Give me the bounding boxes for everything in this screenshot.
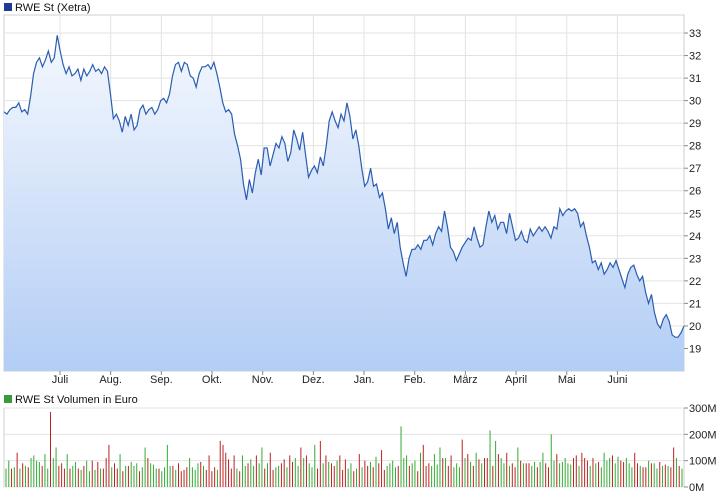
price-x-tick-label: Juli xyxy=(52,374,69,386)
price-x-tick-label: Nov. xyxy=(252,374,274,386)
price-x-tick-label: Sep. xyxy=(150,374,173,386)
price-y-tick-label: 29 xyxy=(689,118,701,130)
price-legend-swatch xyxy=(4,3,12,11)
price-x-tick-label: Okt. xyxy=(202,374,222,386)
volume-y-tick-label: 300M xyxy=(689,403,717,415)
price-y-tick-label: 32 xyxy=(689,51,701,63)
volume-y-tick-label: 200M xyxy=(689,429,717,441)
price-x-tick-label: April xyxy=(505,374,527,386)
price-y-tick-label: 24 xyxy=(689,231,701,243)
price-x-tick-label: Jan. xyxy=(354,374,375,386)
volume-legend-swatch xyxy=(4,395,12,403)
price-y-axis: 19 20 21 22 23 24 25 26 27 28 29 30 31 32 33 xyxy=(684,28,701,355)
price-x-tick-label: Dez. xyxy=(302,374,325,386)
price-y-tick-label: 26 xyxy=(689,186,701,198)
price-y-tick-label: 22 xyxy=(689,276,701,288)
price-y-tick-label: 30 xyxy=(689,96,701,108)
price-x-tick-label: Feb. xyxy=(404,374,426,386)
price-chart-title: RWE St (Xetra) xyxy=(15,2,91,14)
price-area-fill xyxy=(4,35,684,371)
volume-panel: RWE St Volumen in Euro 0M 100M 200M 300M xyxy=(3,394,717,494)
price-y-tick-label: 25 xyxy=(689,208,701,220)
price-x-axis: Juli Aug. Sep. Okt. Nov. Dez. Jan. Feb. März Apri… xyxy=(52,371,628,386)
price-y-tick-label: 20 xyxy=(689,321,701,333)
volume-chart-title: RWE St Volumen in Euro xyxy=(15,394,138,406)
price-x-tick-label: März xyxy=(453,374,477,386)
price-panel: RWE St (Xetra) 19 20 21 22 23 24 25 26 27 28 29 30 3… xyxy=(3,2,701,386)
price-x-tick-label: Aug. xyxy=(99,374,122,386)
price-series-line xyxy=(3,35,685,338)
price-x-tick-label: Juni xyxy=(607,374,627,386)
price-y-tick-label: 23 xyxy=(689,253,701,265)
price-y-tick-label: 31 xyxy=(689,73,701,85)
price-y-tick-label: 21 xyxy=(689,298,701,310)
price-area xyxy=(3,35,685,371)
volume-y-axis: 0M 100M 200M 300M xyxy=(684,403,717,494)
price-y-tick-label: 28 xyxy=(689,141,701,153)
volume-bars xyxy=(5,411,683,487)
volume-grid xyxy=(3,407,685,488)
volume-y-tick-label: 0M xyxy=(689,482,704,494)
price-x-tick-label: Mai xyxy=(558,374,576,386)
price-y-tick-label: 27 xyxy=(689,163,701,175)
price-y-tick-label: 33 xyxy=(689,28,701,40)
volume-y-tick-label: 100M xyxy=(689,456,717,468)
price-y-tick-label: 19 xyxy=(689,343,701,355)
